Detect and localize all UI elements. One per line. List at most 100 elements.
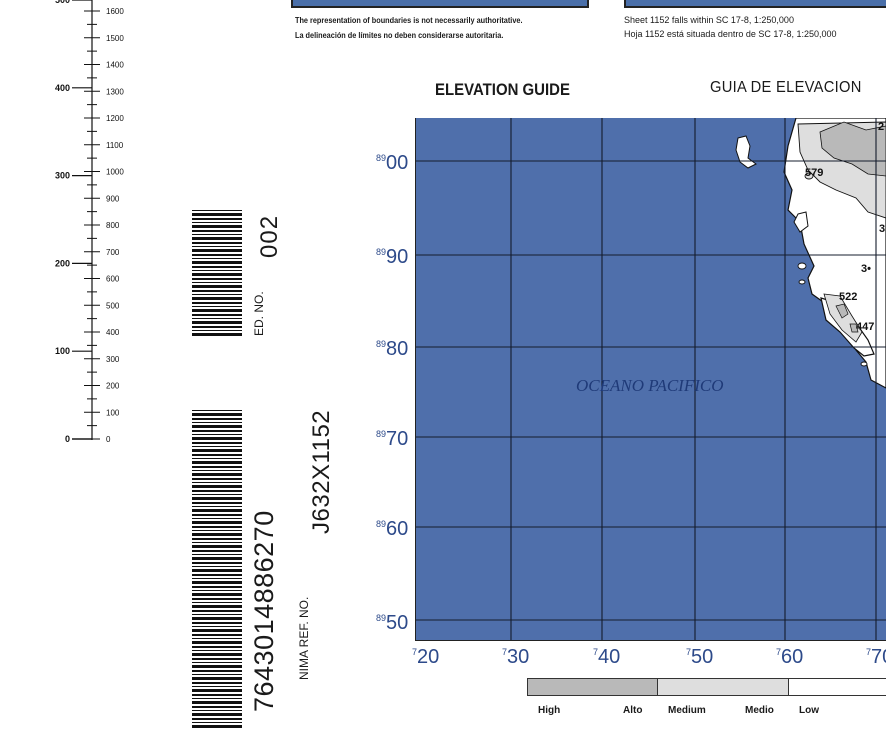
boundary-note-box	[291, 0, 589, 8]
barcode-bar	[192, 333, 242, 336]
barcode-bar	[192, 682, 242, 684]
barcode-bar	[192, 538, 242, 540]
barcode-bar	[192, 598, 242, 600]
northing-label: 8960	[376, 518, 409, 540]
barcode-bar	[192, 449, 242, 452]
barcode-bar	[192, 446, 242, 447]
northing-label: 8970	[376, 428, 409, 450]
barcode-bar	[192, 218, 242, 220]
barcode-bar	[192, 590, 242, 591]
barcode-bar	[192, 485, 242, 488]
meter-label: 0	[65, 434, 70, 444]
barcode-bar	[192, 698, 242, 699]
stock-number: 7643014886270	[249, 510, 279, 712]
elevation-label-2: 2	[878, 121, 884, 133]
barcode-bar	[192, 497, 242, 500]
meter-label: 400	[55, 83, 70, 93]
barcode-bar	[192, 614, 242, 615]
barcode-bar	[192, 285, 242, 288]
barcode-bar	[192, 470, 242, 471]
easting-label: 770	[866, 646, 886, 668]
feet-label: 900	[106, 194, 120, 203]
barcode-bar	[192, 578, 242, 579]
barcode-bar	[192, 490, 242, 492]
barcode-bar	[192, 278, 242, 280]
barcode-bar	[192, 694, 242, 696]
scale-ruler	[72, 0, 100, 440]
edition-label: ED. NO.	[252, 291, 266, 336]
boundary-note-es: La delineación de límites no deben consi…	[295, 30, 504, 40]
barcode-bar	[192, 593, 242, 596]
barcode-bar	[192, 566, 242, 567]
barcode-bar	[192, 314, 242, 316]
feet-label: 0	[106, 435, 111, 444]
legend-low-label: Low	[799, 705, 819, 716]
barcode-bar	[192, 545, 242, 548]
barcode-bar	[192, 646, 242, 648]
easting-label: 760	[776, 646, 804, 668]
barcode-bar	[192, 294, 242, 295]
barcode-bar	[192, 473, 242, 476]
barcode-bar	[192, 710, 242, 711]
barcode-bar	[192, 542, 242, 543]
easting-label: 740	[593, 646, 621, 668]
barcode-bar	[192, 258, 242, 259]
barcode-bar	[192, 557, 242, 560]
barcode-bar	[192, 210, 242, 211]
barcode-bar	[192, 509, 242, 512]
barcode-bar	[192, 718, 242, 720]
feet-label: 200	[106, 382, 120, 391]
northing-label: 8950	[376, 612, 409, 634]
barcode-bar	[192, 242, 242, 244]
elevation-label-3: 3	[879, 223, 885, 235]
meter-label: 100	[55, 346, 70, 356]
map-frame-left	[415, 118, 416, 640]
barcode-bar	[192, 569, 242, 572]
guia-elevacion-title: GUIA DE ELEVACION	[710, 79, 862, 96]
barcode-bar	[192, 713, 242, 716]
barcode-bar	[192, 261, 242, 264]
barcode-bar	[192, 610, 242, 612]
barcode-bar	[192, 494, 242, 495]
barcode-bar	[192, 249, 242, 252]
barcode-bar	[192, 234, 242, 235]
barcode-bar	[192, 677, 242, 680]
barcode-bar	[192, 653, 242, 656]
easting-label: 730	[502, 646, 530, 668]
barcode-bar	[192, 434, 242, 435]
barcode-bar	[192, 297, 242, 300]
sheet-note-es: Hoja 1152 está situada dentro de SC 17-8…	[624, 29, 837, 39]
barcode-bar	[192, 213, 242, 216]
feet-label: 700	[106, 248, 120, 257]
barcode-bar	[192, 725, 242, 728]
barcode-bar	[192, 662, 242, 663]
barcode-bar	[192, 230, 242, 232]
northing-label: 8990	[376, 246, 409, 268]
barcode-bar	[192, 309, 242, 312]
barcode-bar	[192, 626, 242, 627]
barcode-bar	[192, 330, 242, 331]
meter-label: 300	[55, 171, 70, 181]
barcode-bar	[192, 530, 242, 531]
northing-label: 8980	[376, 338, 409, 360]
barcode-bar	[192, 461, 242, 464]
ocean-label: OCEANO PACIFICO	[576, 376, 724, 395]
feet-label: 1100	[106, 141, 124, 150]
legend-medium-label: Medium	[668, 705, 706, 716]
barcode-bar	[192, 282, 242, 283]
barcode-bar	[192, 665, 242, 668]
barcode-bar	[192, 326, 242, 328]
barcode-bar	[192, 518, 242, 519]
barcode-bar	[192, 458, 242, 459]
stock-barcode	[192, 410, 242, 728]
feet-label: 1200	[106, 114, 124, 123]
barcode-bar	[192, 562, 242, 564]
legend-high-swatch	[527, 678, 658, 696]
barcode-bar	[192, 273, 242, 276]
legend-low-swatch	[788, 678, 886, 696]
barcode-bar	[192, 270, 242, 271]
barcode-bar	[192, 554, 242, 555]
barcode-bar	[192, 318, 242, 319]
elevation-label-579: 579	[805, 167, 823, 179]
barcode-bar	[192, 410, 242, 411]
